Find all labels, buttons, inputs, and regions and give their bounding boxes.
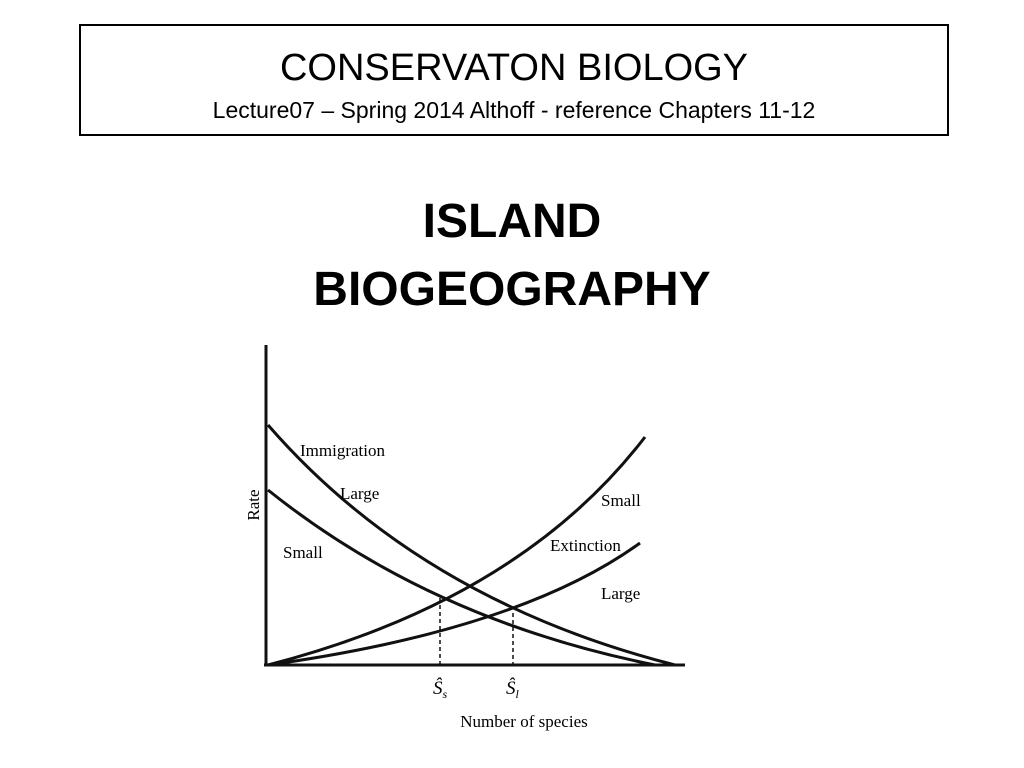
equilibrium-subscript: l [516, 687, 520, 701]
subtitle: Lecture07 – Spring 2014 Althoff - refere… [213, 97, 816, 123]
equilibrium-label: Ŝl [506, 677, 520, 701]
curve-label: Extinction [550, 536, 621, 555]
heading-line: BIOGEOGRAPHY [313, 263, 710, 316]
title: CONSERVATON BIOLOGY [280, 47, 748, 89]
diagram: Rate Number of species Immigration Large… [244, 345, 685, 731]
equilibrium-symbol: Ŝ [433, 677, 443, 699]
extinction-small-curve [267, 436, 647, 667]
curve-label: Small [283, 543, 323, 562]
curve-label: Large [601, 584, 640, 603]
curve-label: Large [340, 484, 379, 503]
y-axis-label: Rate [244, 489, 263, 520]
heading-line: ISLAND [423, 195, 602, 248]
extinction-large-curve [267, 541, 641, 667]
curve-label: Small [601, 491, 641, 510]
equilibrium-symbol: Ŝ [506, 677, 516, 699]
immigration-small-curve [267, 488, 656, 667]
immigration-large-curve [266, 424, 676, 667]
x-axis-label: Number of species [460, 712, 587, 731]
equilibrium-subscript: s [443, 687, 448, 701]
header-box [79, 24, 949, 136]
equilibrium-label: Ŝs [433, 677, 448, 701]
curve-label: Immigration [300, 441, 385, 460]
